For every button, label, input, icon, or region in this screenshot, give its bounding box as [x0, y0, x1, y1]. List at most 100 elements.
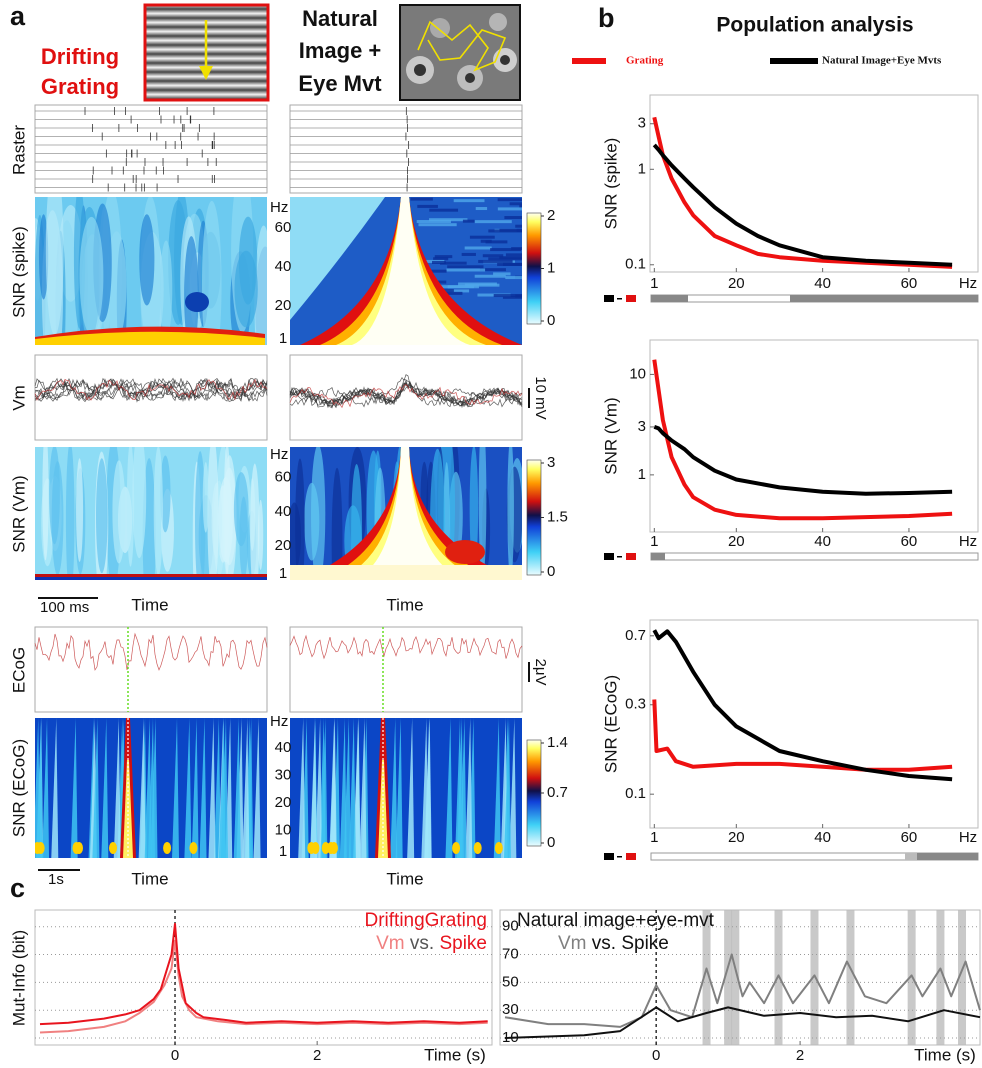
event-band	[702, 910, 711, 1045]
streak	[295, 458, 305, 580]
y-tick-label: 30	[502, 1001, 519, 1018]
x-tick-label: 60	[901, 829, 918, 846]
x-unit: Hz	[959, 275, 977, 292]
scale-bar-label: 100 ms	[40, 599, 89, 616]
streak	[49, 447, 60, 545]
noise	[493, 294, 522, 298]
freq-tick-label: 30	[275, 767, 292, 784]
x-tick-label: 20	[728, 275, 745, 292]
noise	[429, 208, 459, 212]
blob	[185, 292, 209, 312]
annotation: Vm vs. Spike	[558, 933, 669, 954]
freq-tick-label: 20	[275, 297, 292, 314]
streak	[113, 718, 121, 858]
x-label: Time	[131, 595, 168, 614]
noise	[490, 248, 522, 252]
trace	[34, 632, 268, 671]
freq-unit: Hz	[270, 713, 288, 730]
panel-label: c	[10, 873, 25, 903]
noise	[497, 198, 522, 202]
row-label: ECoG	[9, 647, 28, 693]
noise	[497, 207, 522, 211]
x-label: Time	[386, 869, 423, 888]
streak	[509, 718, 517, 858]
annotation-part: vs.	[410, 933, 434, 954]
trace	[34, 378, 268, 402]
streak	[95, 458, 108, 574]
y-tick-label: 0.1	[625, 256, 646, 273]
noise	[410, 197, 433, 201]
freq-unit: Hz	[270, 446, 288, 463]
trace-box	[34, 354, 268, 441]
streak	[126, 447, 135, 567]
y-tick-label: 70	[502, 946, 519, 963]
series-line	[652, 143, 953, 267]
streak	[331, 467, 343, 580]
noise	[474, 274, 506, 278]
stimulus-label: Grating	[41, 74, 119, 99]
streak	[507, 447, 514, 579]
x-tick-label: 1	[650, 275, 658, 292]
stimulus-label: Natural	[302, 6, 378, 31]
noise	[437, 285, 474, 289]
noise	[432, 260, 446, 264]
cone	[352, 447, 468, 580]
streak	[503, 718, 511, 858]
colorbar-tick-label: 1.4	[547, 734, 568, 751]
cone	[378, 760, 388, 858]
noise	[509, 202, 522, 206]
colorbar-tick-label: 0.7	[547, 784, 568, 801]
noise	[505, 276, 522, 280]
scale-bar-label: 1s	[48, 871, 64, 888]
streak	[70, 718, 78, 858]
arrow-head	[199, 66, 213, 80]
x-tick-label: 1	[650, 533, 658, 550]
streak	[132, 447, 147, 559]
freq-tick-label: 40	[275, 503, 292, 520]
noise	[515, 224, 522, 228]
streak	[38, 214, 49, 300]
freq-tick-label: 1	[279, 330, 287, 347]
panel-title: Population analysis	[716, 14, 913, 37]
streak	[79, 216, 104, 335]
noise	[505, 253, 522, 257]
noise	[447, 265, 484, 269]
heatmap	[290, 447, 522, 580]
noise	[433, 257, 449, 261]
heatmap	[290, 197, 522, 345]
event-band	[936, 910, 945, 1045]
trace	[289, 374, 523, 408]
x-label: Time	[131, 869, 168, 888]
noise	[504, 216, 522, 220]
noise	[464, 283, 500, 287]
streak	[153, 447, 163, 576]
streak	[459, 718, 467, 858]
streak	[348, 718, 356, 858]
annotation-part: Spike	[439, 933, 487, 954]
blob	[189, 842, 198, 854]
streak	[195, 451, 206, 580]
significance-bars	[604, 294, 979, 861]
streak	[76, 458, 84, 562]
noise	[417, 204, 438, 208]
streak	[311, 447, 326, 580]
y-tick-label: 10	[629, 365, 646, 382]
stimulus-label: Image +	[299, 38, 382, 63]
plot-area	[649, 619, 979, 829]
noise	[482, 254, 504, 258]
colorbar-tick-label: 0	[547, 312, 555, 329]
legend-label: Natural Image+Eye Mvts	[822, 55, 942, 67]
y-label: Mut-Info (bit)	[9, 930, 28, 1026]
heatmap	[290, 718, 522, 858]
row-label: Vm	[9, 385, 28, 411]
freq-tick-label: 40	[275, 739, 292, 756]
noise	[418, 223, 457, 227]
noise	[488, 229, 522, 233]
series-line	[504, 1006, 981, 1039]
colorbar-tick-label: 1	[547, 259, 555, 276]
annotation: Vm vs. Spike	[376, 933, 487, 954]
noise	[469, 235, 495, 239]
x-unit: Hz	[959, 533, 977, 550]
noise	[479, 268, 506, 272]
